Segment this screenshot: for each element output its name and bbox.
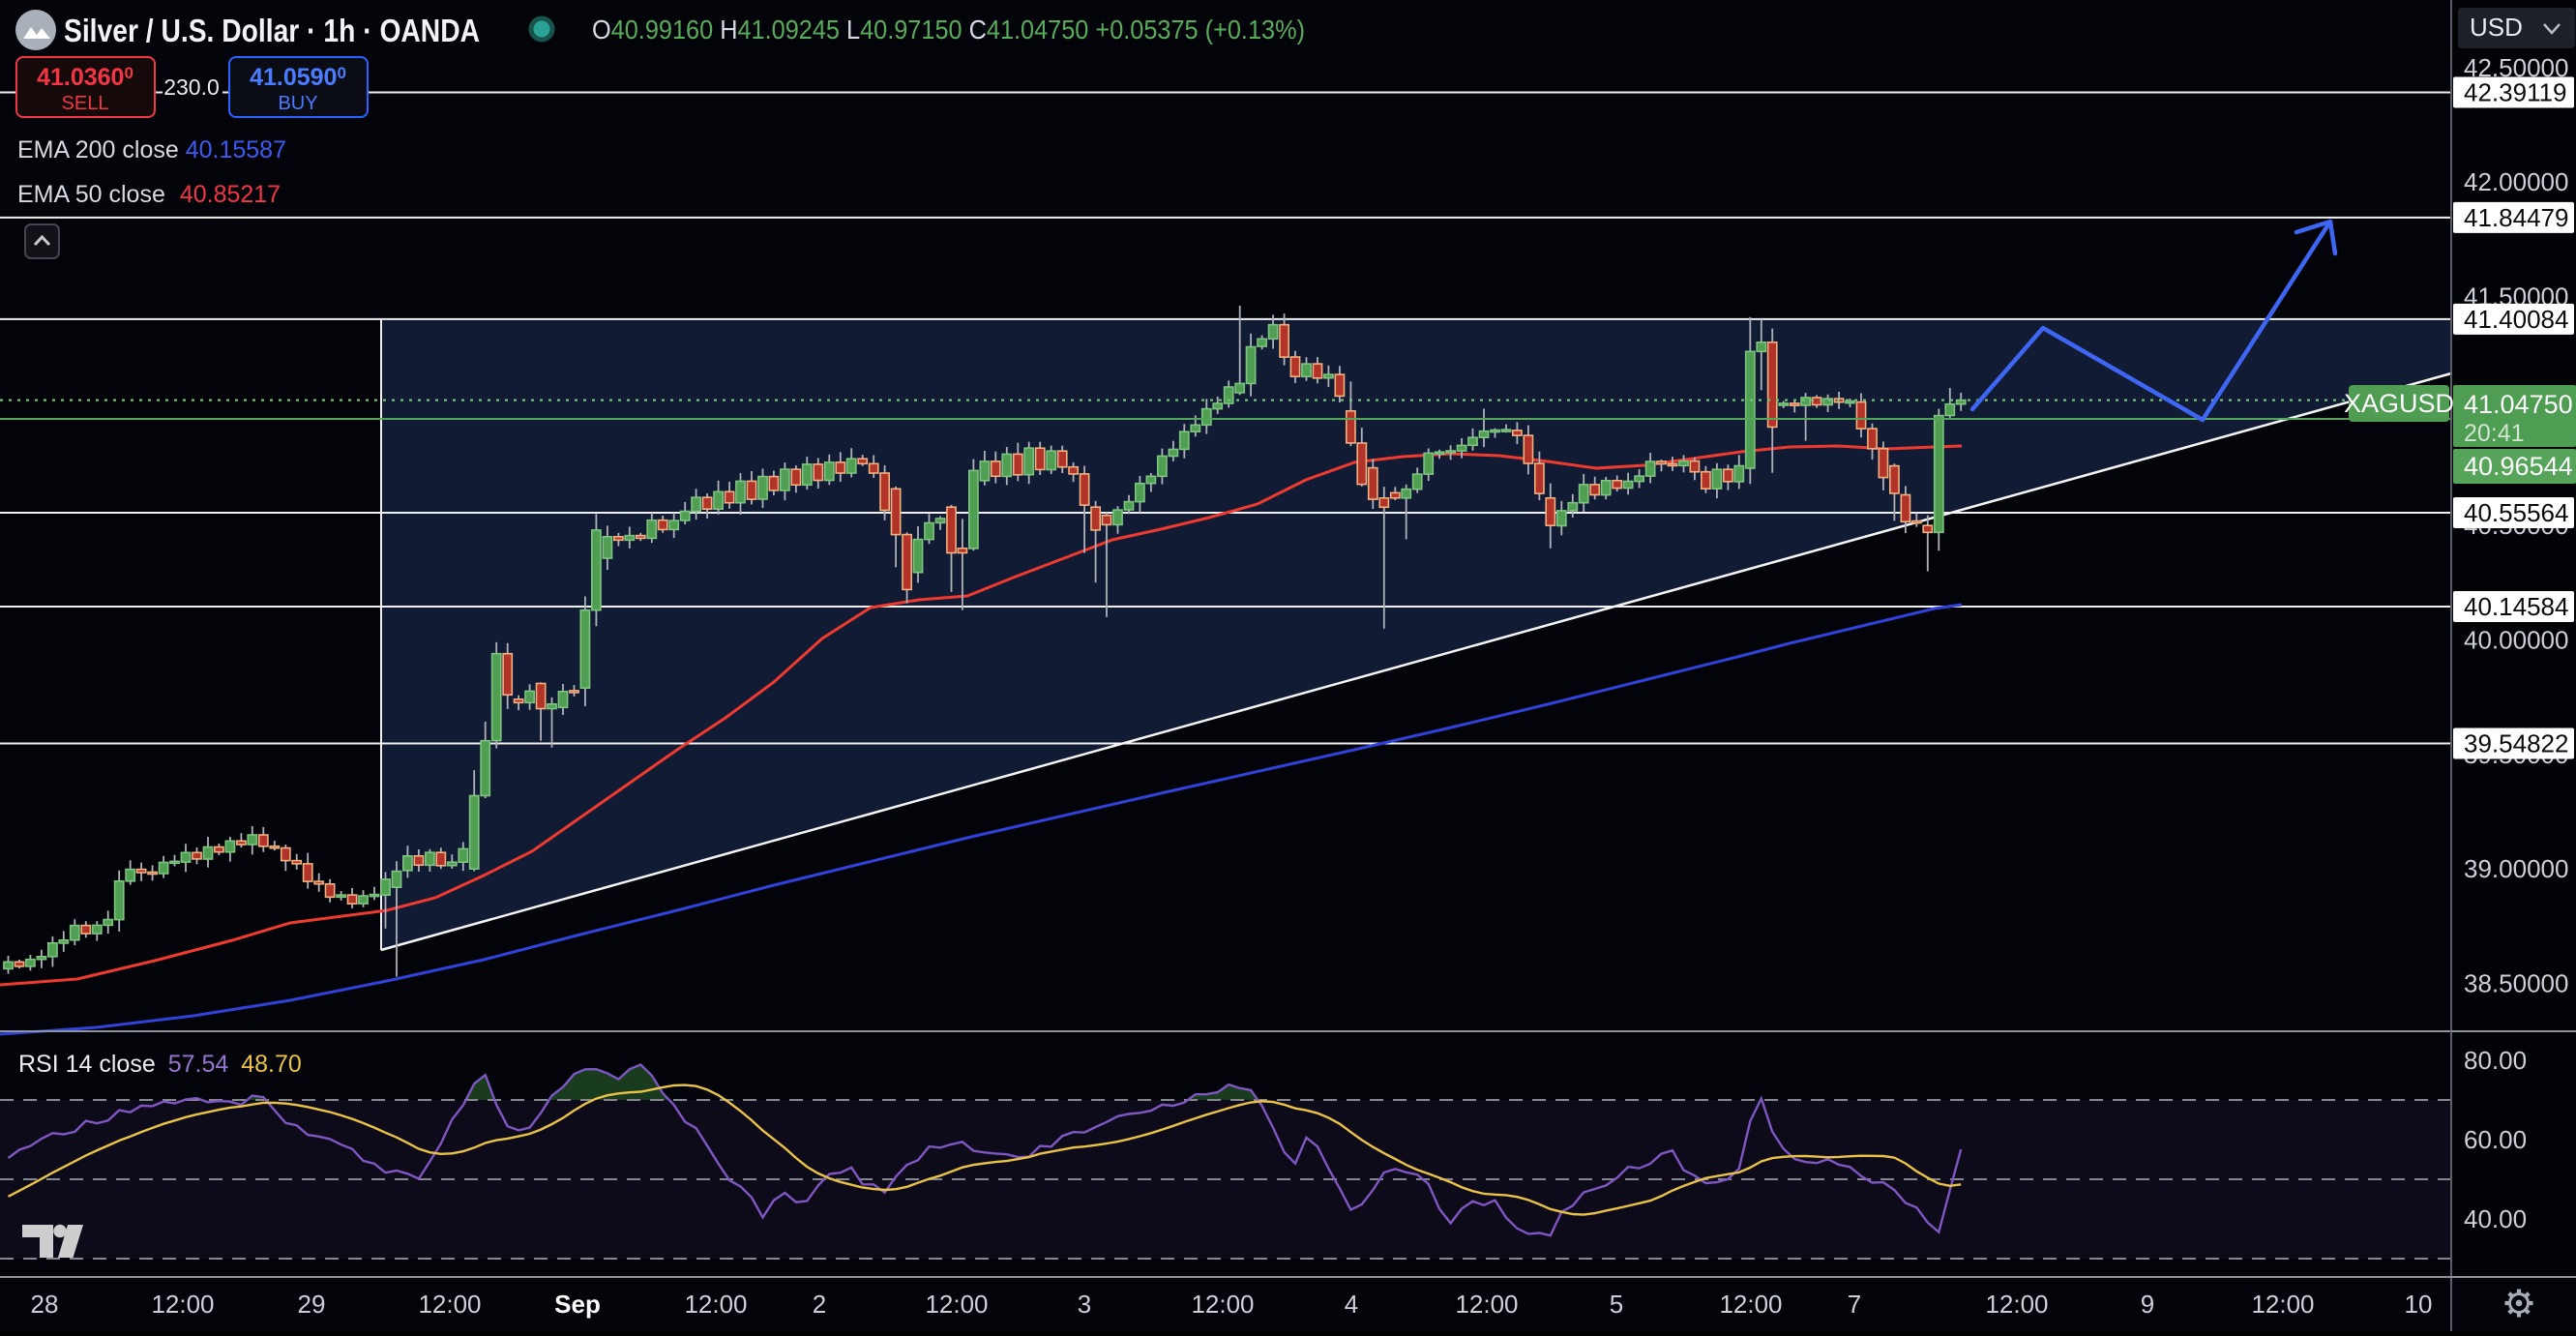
svg-text:EMA 200 close 40.15587: EMA 200 close 40.15587 (17, 136, 286, 163)
svg-text:BUY: BUY (278, 93, 317, 114)
svg-text:42.00000: 42.00000 (2464, 167, 2568, 196)
svg-text:12:00: 12:00 (2251, 1290, 2314, 1319)
svg-text:40.00000: 40.00000 (2464, 626, 2568, 655)
svg-text:USD: USD (2470, 13, 2523, 42)
svg-text:12:00: 12:00 (418, 1290, 481, 1319)
svg-text:EMA 50 close 40.85217: EMA 50 close 40.85217 (17, 181, 281, 208)
svg-text:12:00: 12:00 (1719, 1290, 1782, 1319)
svg-text:29: 29 (298, 1290, 326, 1319)
svg-text:9: 9 (2141, 1290, 2154, 1319)
svg-text:60.00: 60.00 (2464, 1125, 2527, 1154)
svg-text:12:00: 12:00 (151, 1290, 214, 1319)
svg-text:12:00: 12:00 (925, 1290, 988, 1319)
svg-text:12:00: 12:00 (684, 1290, 747, 1319)
svg-text:80.00: 80.00 (2464, 1046, 2527, 1075)
svg-text:28: 28 (31, 1290, 59, 1319)
svg-text:40.00: 40.00 (2464, 1204, 2527, 1233)
svg-text:7: 7 (1848, 1290, 1861, 1319)
svg-text:12:00: 12:00 (1985, 1290, 2048, 1319)
svg-text:42.39119: 42.39119 (2464, 78, 2567, 107)
svg-text:12:00: 12:00 (1455, 1290, 1518, 1319)
svg-text:39.54822: 39.54822 (2464, 729, 2568, 758)
svg-text:4: 4 (1345, 1290, 1358, 1319)
svg-text:39.00000: 39.00000 (2464, 854, 2568, 883)
svg-text:SELL: SELL (62, 93, 109, 114)
svg-text:5: 5 (1610, 1290, 1623, 1319)
svg-text:41.84479: 41.84479 (2464, 203, 2568, 232)
svg-text:20:41: 20:41 (2464, 420, 2525, 447)
svg-text:230.0: 230.0 (163, 74, 220, 100)
svg-text:O40.99160 H41.09245 L40.97150: O40.99160 H41.09245 L40.97150 C41.04750 … (592, 15, 1305, 45)
svg-text:Sep: Sep (554, 1290, 601, 1319)
svg-text:40.55564: 40.55564 (2464, 498, 2568, 527)
svg-text:Silver / U.S. Dollar · 1h · OA: Silver / U.S. Dollar · 1h · OANDA (64, 13, 480, 48)
svg-text:41.03600: 41.03600 (37, 64, 133, 91)
svg-text:2: 2 (813, 1290, 826, 1319)
svg-text:40.96544: 40.96544 (2464, 452, 2573, 481)
svg-text:RSI 14 close 57.54 48.70: RSI 14 close 57.54 48.70 (18, 1051, 302, 1078)
svg-text:10: 10 (2405, 1290, 2433, 1319)
svg-text:38.50000: 38.50000 (2464, 969, 2568, 998)
svg-text:3: 3 (1078, 1290, 1091, 1319)
svg-text:41.04750: 41.04750 (2464, 390, 2573, 419)
svg-text:40.14584: 40.14584 (2464, 592, 2568, 621)
svg-text:XAGUSD: XAGUSD (2344, 389, 2454, 418)
svg-text:41.40084: 41.40084 (2464, 305, 2568, 334)
svg-text:41.05900: 41.05900 (250, 64, 346, 91)
svg-text:12:00: 12:00 (1191, 1290, 1254, 1319)
